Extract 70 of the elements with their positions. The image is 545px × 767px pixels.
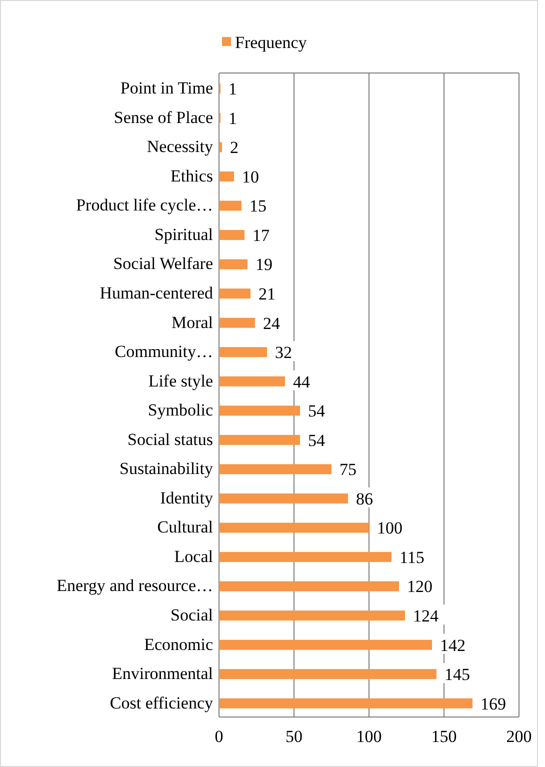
x-tick-label: 0 [214, 727, 224, 746]
bar [219, 552, 392, 562]
x-tick-label: 200 [506, 727, 532, 746]
y-tick-label: Cultural [157, 518, 214, 537]
y-tick-label: Environmental [112, 664, 214, 684]
data-label: 115 [400, 548, 424, 567]
bar [219, 610, 405, 621]
legend-label: Frequency [235, 32, 308, 52]
bar [219, 406, 300, 416]
data-label: 15 [250, 196, 266, 216]
data-label: 44 [293, 372, 310, 392]
data-label: 142 [440, 636, 466, 655]
y-tick-label: Energy and resource… [56, 576, 213, 596]
x-tick-label: 50 [286, 727, 302, 746]
bar [219, 259, 248, 270]
bar [219, 200, 242, 211]
bar [219, 288, 250, 299]
data-label: 1 [228, 80, 237, 99]
y-tick-label: Sustainability [120, 459, 214, 478]
x-tick-label: 100 [356, 727, 382, 746]
y-tick-label: Economic [144, 634, 214, 654]
y-tick-label: Social status [128, 430, 213, 449]
data-label: 19 [256, 255, 272, 274]
y-tick-label: Social [170, 605, 214, 624]
bar [219, 230, 244, 240]
data-label: 32 [275, 343, 292, 362]
data-label: 54 [308, 430, 326, 450]
bar [219, 581, 399, 592]
y-tick-label: Moral [171, 312, 214, 332]
y-tick-label: Product life cycle… [76, 196, 213, 215]
y-tick-label: Cost efficiency [110, 693, 214, 712]
data-label: 1 [228, 108, 237, 128]
bar [219, 464, 332, 474]
bar [219, 376, 285, 386]
bar [219, 493, 348, 504]
bar [219, 142, 222, 152]
y-tick-label: Necessity [146, 137, 214, 156]
y-tick-label: Life style [148, 371, 213, 390]
data-label: 100 [377, 518, 402, 538]
data-label: 124 [413, 606, 439, 626]
y-tick-label: Social Welfare [113, 254, 213, 274]
data-label: 86 [356, 489, 373, 508]
y-tick-label: Spiritual [154, 224, 214, 244]
y-tick-label: Local [174, 546, 214, 566]
bar [219, 698, 472, 708]
y-tick-label: Human-centered [100, 283, 214, 302]
bar [219, 434, 300, 445]
x-tick-label: 150 [431, 727, 457, 746]
data-label: 17 [252, 226, 270, 245]
bar [219, 669, 436, 680]
y-tick-label: Sense of Place [114, 108, 213, 127]
y-tick-label: Symbolic [148, 400, 214, 420]
data-label: 2 [230, 138, 238, 158]
bar [219, 171, 234, 182]
bar [219, 318, 255, 328]
data-label: 54 [308, 402, 326, 421]
data-label: 145 [444, 665, 470, 684]
y-tick-label: Identity [160, 488, 214, 508]
data-label: 21 [258, 284, 276, 304]
data-label: 10 [242, 167, 259, 186]
bar [219, 522, 369, 533]
bar [219, 347, 267, 358]
y-tick-label: Point in Time [120, 78, 213, 98]
data-label: 24 [263, 314, 280, 333]
y-tick-label: Community… [114, 342, 213, 362]
bar [219, 640, 432, 650]
y-tick-label: Ethics [170, 166, 213, 186]
data-label: 120 [407, 577, 432, 596]
data-label: 169 [480, 694, 506, 714]
data-label: 75 [340, 460, 356, 480]
